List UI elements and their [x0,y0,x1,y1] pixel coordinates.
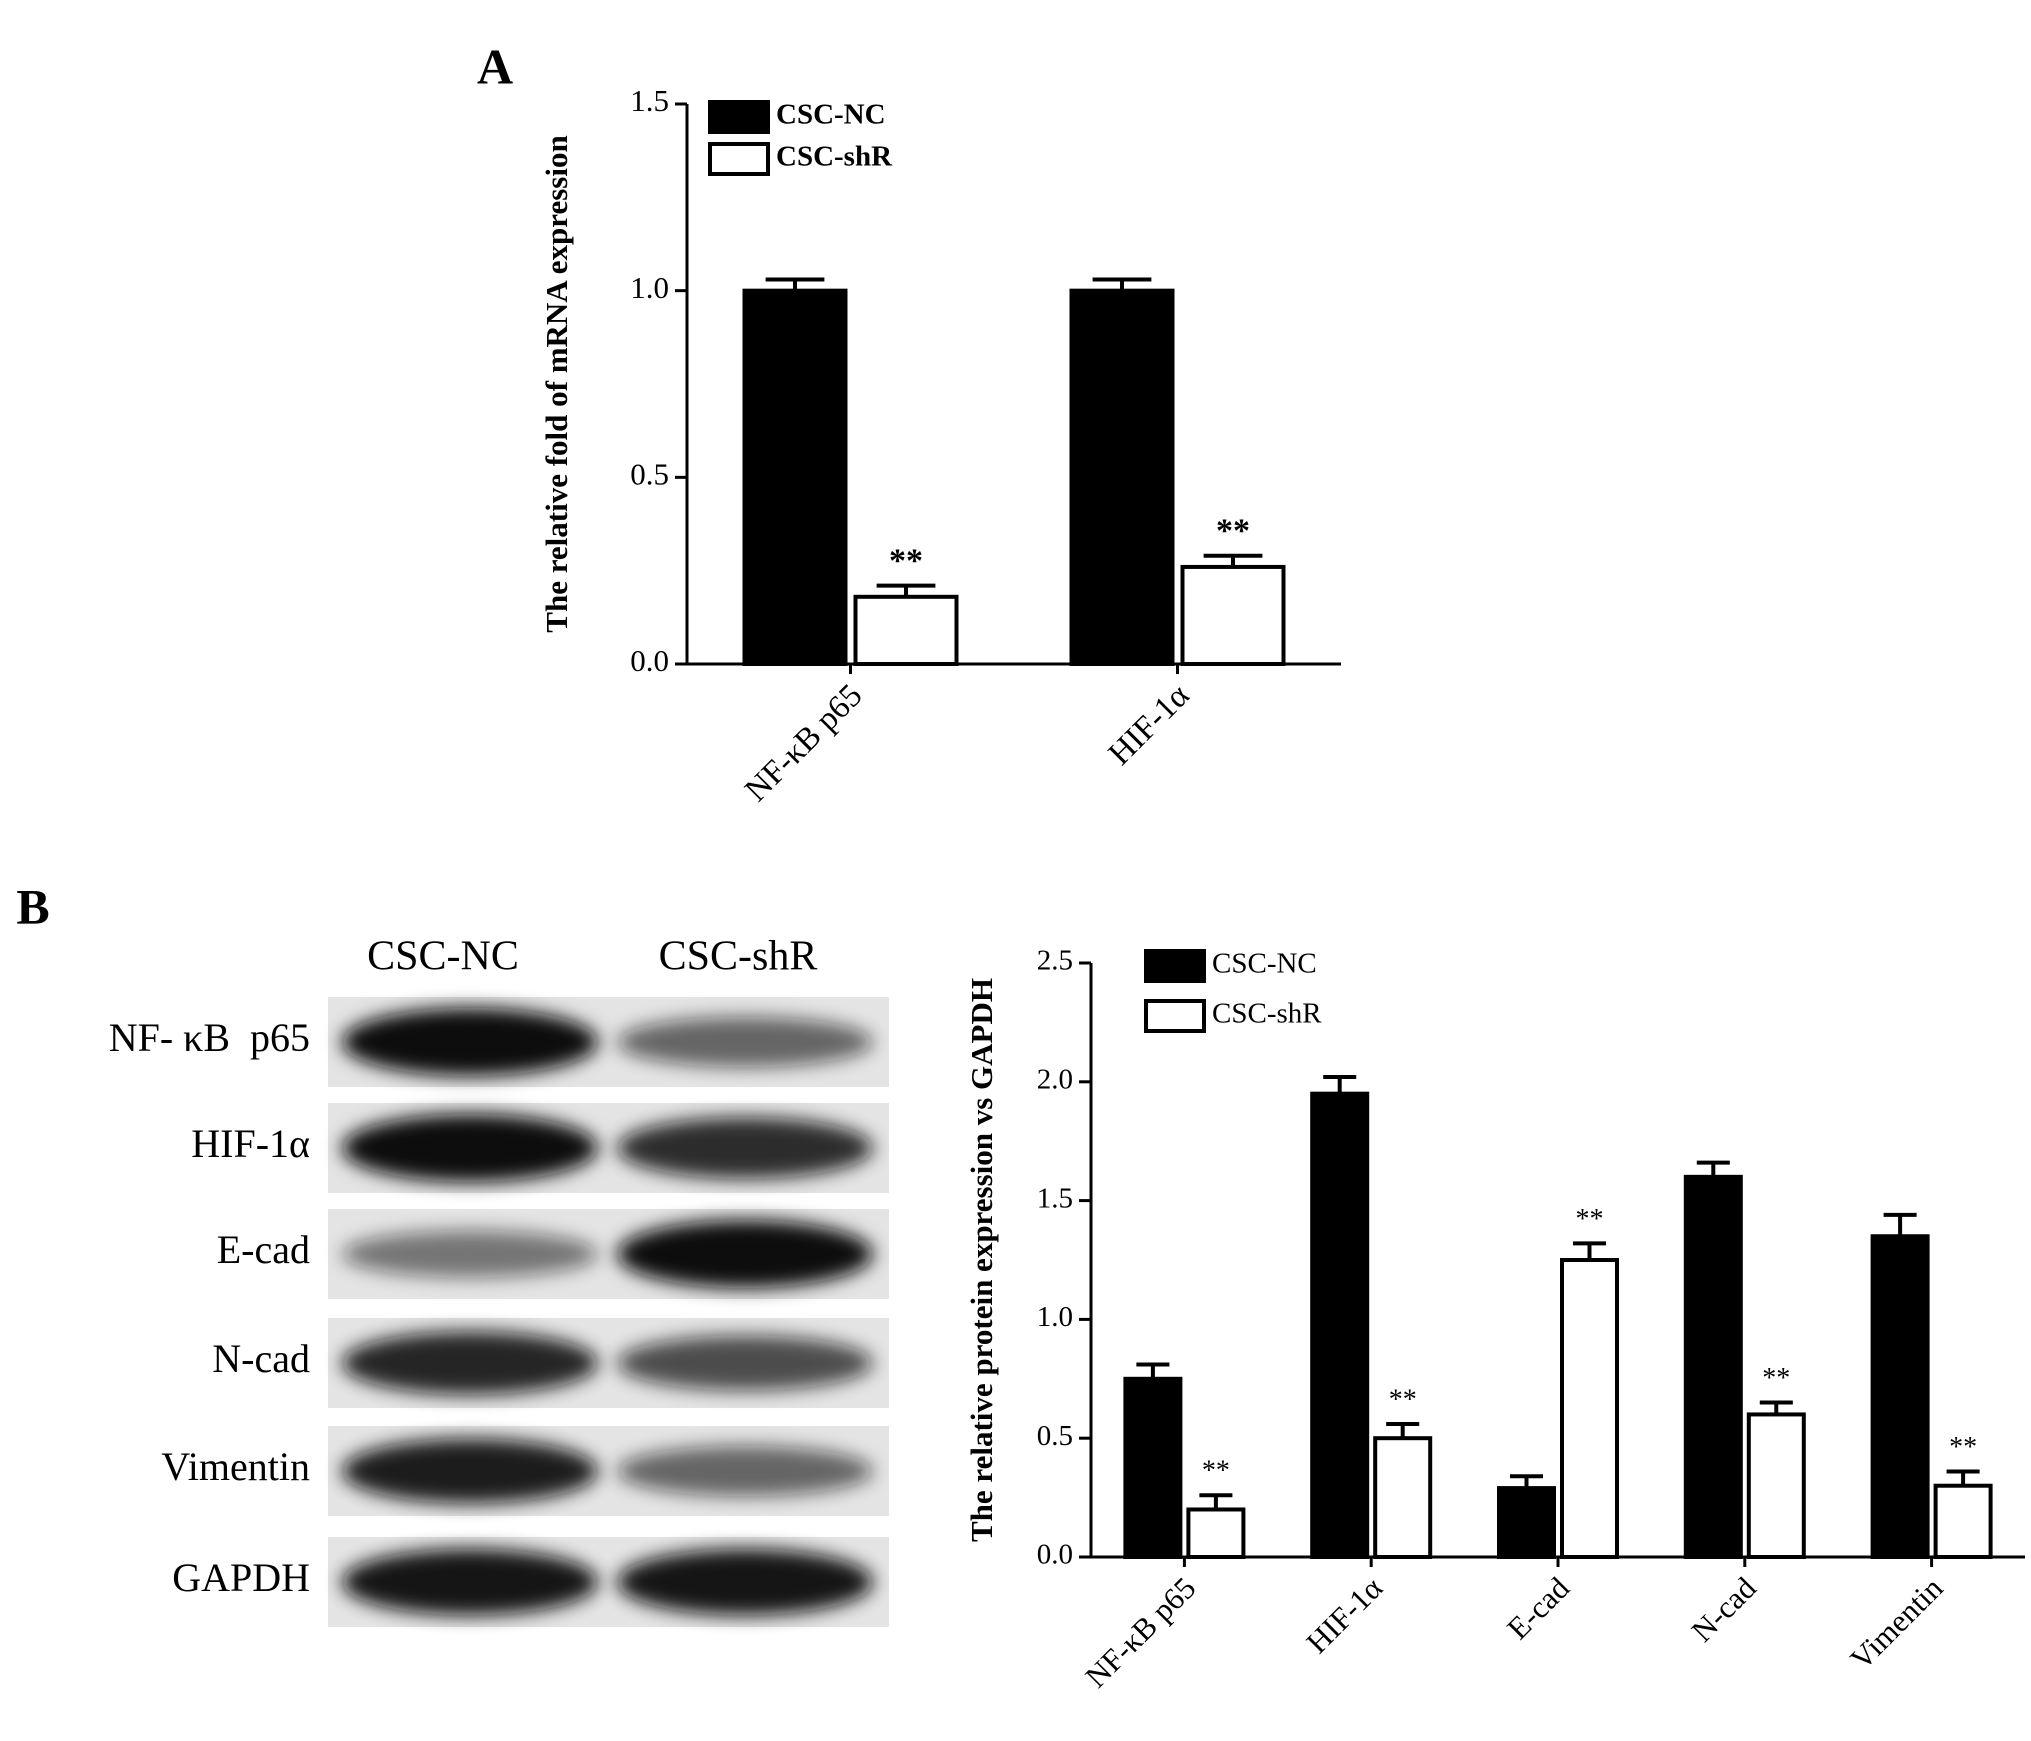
bar [742,288,848,666]
blot-band [342,1548,598,1616]
bar [1373,1436,1433,1559]
blot-row-label: N-cad [212,1336,310,1381]
blot-column-label: CSC-NC [367,934,519,980]
y-tick-label: 1.0 [630,270,669,305]
significance-label: ** [1949,1432,1977,1463]
blot-band [342,1331,598,1395]
y-tick-label: 2.0 [1037,1063,1073,1095]
legend-swatch [708,142,770,176]
blot-band [617,1335,873,1391]
blot-band [342,1438,598,1504]
significance-label: ** [889,542,923,579]
error-bar [1572,1241,1607,1260]
y-tick-label: 0.5 [630,456,669,491]
blot-column-label: CSC-shR [659,934,818,980]
blot-row-label: NF- κB p65 [109,1015,310,1060]
error-bar [1136,1362,1170,1379]
panel-label: B [16,878,49,934]
error-bar [1759,1400,1793,1415]
blot-band [342,1230,598,1278]
blot-band [342,1114,598,1182]
error-bar [876,583,936,597]
y-axis-label: The relative protein expression vs GAPDH [964,978,999,1542]
blot-band [617,1548,873,1616]
error-bar [1946,1469,1980,1486]
error-bar [1203,553,1263,567]
legend-label: CSC-shR [776,141,893,173]
panel-label: A [477,38,513,94]
error-bar [1696,1160,1730,1177]
y-tick-label: 1.5 [1037,1182,1073,1214]
bar [1683,1174,1743,1559]
bar [1180,564,1286,667]
error-bar [1509,1474,1544,1489]
y-tick-label: 0.0 [630,643,669,678]
significance-label: ** [1216,513,1250,550]
error-bar [1092,277,1152,291]
legend-swatch [1144,999,1206,1033]
error-bar [1883,1212,1917,1237]
bar [1069,288,1175,666]
error-bar [1386,1421,1420,1439]
error-bar [765,277,825,291]
significance-label: ** [1202,1456,1230,1487]
blot-band [342,1008,598,1076]
bar [1123,1376,1183,1560]
legend-label: CSC-shR [1212,998,1322,1030]
blot-band [617,1117,873,1179]
error-bar [1323,1075,1357,1094]
y-tick-label: 1.5 [630,83,669,118]
legend-label: CSC-NC [1212,948,1317,980]
y-tick-label: 0.5 [1037,1420,1073,1452]
legend-label: CSC-NC [776,99,886,131]
blot-band [617,1445,873,1497]
blot-band [617,1016,873,1068]
error-bar [1199,1493,1233,1510]
bar [1560,1258,1619,1559]
blot-band [617,1220,873,1288]
blot-row-label: GAPDH [172,1555,310,1600]
legend-swatch [1144,949,1206,983]
bar [853,594,959,666]
significance-label: ** [1576,1204,1604,1235]
y-tick-label: 0.0 [1037,1539,1073,1571]
y-tick-label: 1.0 [1037,1301,1073,1333]
bar [1310,1091,1370,1560]
significance-label: ** [1389,1384,1417,1415]
bar [1933,1483,1993,1559]
legend-swatch [708,100,770,134]
bar [1870,1234,1930,1559]
blot-row-label: E-cad [217,1227,310,1272]
blot-row-label: HIF-1α [191,1121,310,1166]
blot-row-label: Vimentin [161,1444,310,1489]
y-tick-label: 2.5 [1037,945,1073,977]
y-axis-label: The relative fold of mRNA expression [539,135,574,632]
bar [1186,1507,1246,1559]
significance-label: ** [1762,1363,1790,1394]
bar [1497,1486,1556,1559]
bar [1746,1412,1806,1559]
